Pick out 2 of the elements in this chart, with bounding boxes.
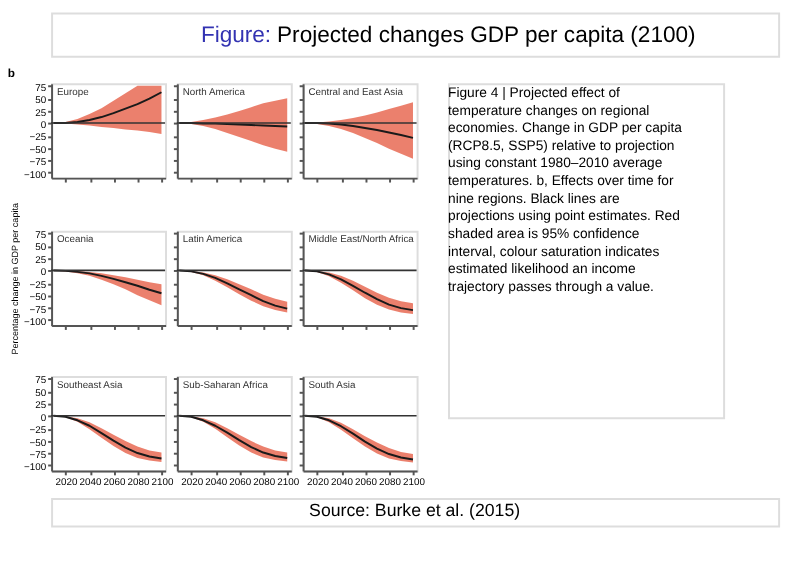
source-note: Source: Burke et al. (2015) bbox=[309, 499, 521, 520]
text: Figure: Projected changes GDP per capita (2100) bbox=[200, 24, 697, 49]
